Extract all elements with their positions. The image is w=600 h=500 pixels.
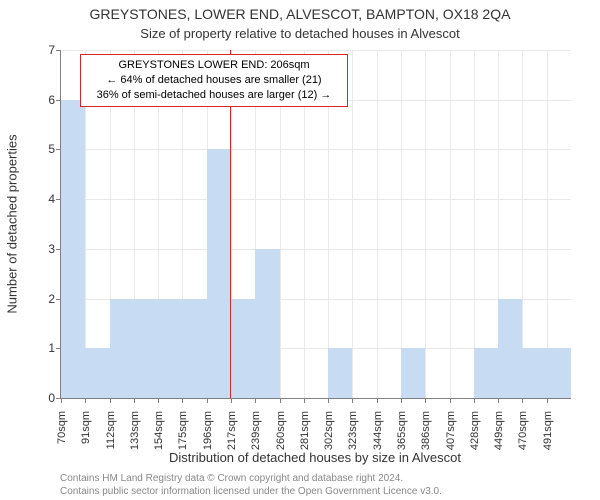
ytick-label: 5 — [48, 142, 61, 156]
gridline-vertical — [377, 50, 378, 398]
xtick-mark — [450, 398, 451, 403]
gridline-vertical — [522, 50, 523, 398]
histogram-bar — [474, 348, 498, 398]
xtick-label: 428sqm — [467, 411, 481, 450]
xtick-mark — [280, 398, 281, 403]
xtick-label: 323sqm — [345, 411, 359, 450]
gridline-vertical — [352, 50, 353, 398]
xtick-mark — [85, 398, 86, 403]
xtick-mark — [328, 398, 329, 403]
annotation-line: 36% of semi-detached houses are larger (… — [87, 88, 341, 103]
xtick-mark — [207, 398, 208, 403]
xtick-label: 365sqm — [394, 411, 408, 450]
y-axis-label: Number of detached properties — [5, 134, 20, 313]
xtick-mark — [304, 398, 305, 403]
histogram-bar — [498, 299, 522, 398]
x-axis-label: Distribution of detached houses by size … — [60, 450, 570, 465]
xtick-mark — [401, 398, 402, 403]
ytick-label: 4 — [48, 192, 61, 206]
xtick-mark — [231, 398, 232, 403]
ytick-label: 2 — [48, 292, 61, 306]
gridline-horizontal — [61, 149, 571, 150]
histogram-bar — [328, 348, 352, 398]
gridline-vertical — [401, 50, 402, 398]
histogram-bar — [547, 348, 571, 398]
xtick-mark — [474, 398, 475, 403]
xtick-label: 175sqm — [175, 411, 189, 450]
xtick-label: 344sqm — [370, 411, 384, 450]
figure: GREYSTONES, LOWER END, ALVESCOT, BAMPTON… — [0, 0, 600, 500]
histogram-bar — [255, 249, 279, 398]
xtick-label: 470sqm — [515, 411, 529, 450]
histogram-bar — [182, 299, 206, 398]
histogram-bar — [61, 100, 85, 398]
histogram-bar — [134, 299, 158, 398]
gridline-vertical — [474, 50, 475, 398]
xtick-label: 491sqm — [540, 411, 554, 450]
xtick-label: 154sqm — [151, 411, 165, 450]
xtick-label: 133sqm — [127, 411, 141, 450]
histogram-bar — [522, 348, 546, 398]
ytick-label: 7 — [48, 43, 61, 57]
histogram-bar — [110, 299, 134, 398]
xtick-label: 449sqm — [491, 411, 505, 450]
xtick-mark — [158, 398, 159, 403]
histogram-bar — [85, 348, 109, 398]
gridline-vertical — [547, 50, 548, 398]
xtick-mark — [61, 398, 62, 403]
ytick-label: 1 — [48, 341, 61, 355]
xtick-mark — [255, 398, 256, 403]
xtick-label: 281sqm — [297, 411, 311, 450]
annotation-line: ← 64% of detached houses are smaller (21… — [87, 73, 341, 88]
histogram-bar — [401, 348, 425, 398]
xtick-mark — [352, 398, 353, 403]
chart-title-line1: GREYSTONES, LOWER END, ALVESCOT, BAMPTON… — [0, 6, 600, 22]
gridline-vertical — [425, 50, 426, 398]
xtick-label: 386sqm — [418, 411, 432, 450]
xtick-mark — [110, 398, 111, 403]
chart-title-line2: Size of property relative to detached ho… — [0, 26, 600, 41]
xtick-label: 112sqm — [103, 411, 117, 449]
xtick-label: 407sqm — [443, 411, 457, 450]
xtick-mark — [522, 398, 523, 403]
xtick-mark — [134, 398, 135, 403]
gridline-horizontal — [61, 50, 571, 51]
xtick-mark — [498, 398, 499, 403]
xtick-mark — [425, 398, 426, 403]
xtick-label: 196sqm — [200, 411, 214, 450]
gridline-vertical — [450, 50, 451, 398]
xtick-label: 239sqm — [248, 411, 262, 450]
annotation-box: GREYSTONES LOWER END: 206sqm← 64% of det… — [80, 54, 348, 107]
xtick-label: 217sqm — [224, 411, 238, 450]
xtick-mark — [377, 398, 378, 403]
xtick-label: 302sqm — [321, 411, 335, 450]
annotation-line: GREYSTONES LOWER END: 206sqm — [87, 58, 341, 73]
histogram-bar — [158, 299, 182, 398]
xtick-label: 260sqm — [273, 411, 287, 450]
gridline-horizontal — [61, 199, 571, 200]
ytick-label: 0 — [48, 391, 61, 405]
xtick-mark — [547, 398, 548, 403]
histogram-bar — [231, 299, 255, 398]
footer-line1: Contains HM Land Registry data © Crown c… — [60, 473, 403, 484]
histogram-bar — [207, 149, 231, 398]
xtick-mark — [182, 398, 183, 403]
ytick-label: 3 — [48, 242, 61, 256]
footer-line2: Contains public sector information licen… — [60, 486, 442, 497]
ytick-label: 6 — [48, 93, 61, 107]
xtick-label: 70sqm — [54, 411, 68, 444]
xtick-label: 91sqm — [78, 411, 92, 444]
footer-attribution: Contains HM Land Registry data © Crown c… — [0, 472, 600, 498]
gridline-horizontal — [61, 249, 571, 250]
